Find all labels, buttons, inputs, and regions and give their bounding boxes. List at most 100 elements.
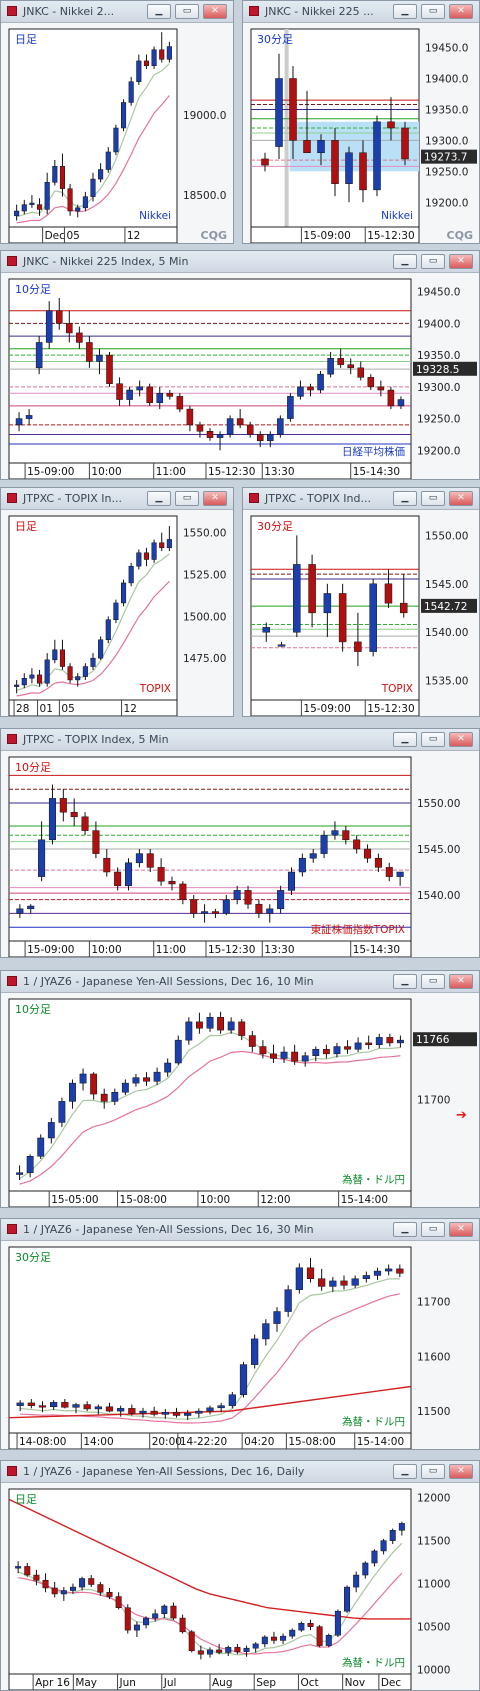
candle-body: [287, 396, 294, 419]
price-chart[interactable]: 19200.0 19250.0 19300.0 19350.0 19400.0 19450…: [243, 23, 480, 244]
last-price-label: 11766: [416, 1034, 450, 1046]
restore-icon[interactable]: ▭: [421, 254, 445, 269]
price-chart[interactable]: 11700 11766 15-05:00 15-08:00 10:00 12:00 15-1…: [1, 993, 480, 1208]
title-bar[interactable]: JTPXC - TOPIX In... ▁ ▭ ✕: [1, 488, 233, 510]
x-tick-label: Apr 16: [35, 1677, 70, 1689]
candle-body: [37, 1137, 45, 1157]
chart-window[interactable]: JTPXC - TOPIX In... ▁ ▭ ✕ 1475.00 1500.00 1525…: [0, 487, 234, 717]
candle-body: [61, 1402, 69, 1408]
minimize-icon[interactable]: ▁: [147, 4, 171, 19]
restore-icon[interactable]: ▭: [175, 4, 199, 19]
candle-body: [190, 899, 198, 914]
restore-icon[interactable]: ▭: [421, 491, 445, 506]
title-bar[interactable]: JTPXC - TOPIX Ind... ▁ ▭ ✕: [243, 488, 479, 510]
price-chart[interactable]: 19200.0 19250.0 19300.0 19350.0 19400.0 19450…: [1, 273, 480, 480]
candle-body: [72, 1404, 80, 1408]
candle-body: [344, 1586, 351, 1612]
minimize-icon[interactable]: ▁: [393, 254, 417, 269]
price-chart[interactable]: 18500.0 19000.0 Dec 05 12 日足 Nikkei CQG: [1, 23, 234, 244]
minimize-icon[interactable]: ▁: [393, 974, 417, 989]
candle-body: [353, 1574, 360, 1588]
minimize-icon[interactable]: ▁: [393, 4, 417, 19]
chart-window[interactable]: JTPXC - TOPIX Ind... ▁ ▭ ✕ 1535.00 1540.00 154…: [242, 487, 480, 717]
x-tick-label: Aug: [212, 1677, 233, 1689]
candle-body: [306, 1267, 315, 1279]
title-bar[interactable]: 1 / JYAZ6 - Japanese Yen-All Sessions, D…: [1, 1461, 479, 1483]
candle-body: [27, 905, 35, 910]
candle-body: [389, 1530, 396, 1541]
candle-body: [323, 593, 332, 614]
x-tick-label: Dec: [381, 1677, 402, 1689]
close-icon[interactable]: ✕: [203, 491, 227, 506]
close-icon[interactable]: ✕: [449, 4, 473, 19]
candle-body: [273, 1311, 281, 1324]
candle-body: [16, 908, 24, 914]
y-tick-label: 1535.00: [425, 676, 468, 688]
candle-body: [387, 121, 395, 129]
close-icon[interactable]: ✕: [449, 1222, 473, 1237]
last-price-box: [413, 361, 477, 376]
close-icon[interactable]: ✕: [449, 491, 473, 506]
chart-window[interactable]: 1 / JYAZ6 - Japanese Yen-All Sessions, D…: [0, 1460, 480, 1691]
chart-window[interactable]: JTPXC - TOPIX Index, 5 Min ▁ ▭ ✕ 1540.00 1545…: [0, 728, 480, 958]
y-tick-label: 19350.0: [417, 350, 460, 362]
price-chart[interactable]: 11500 11600 11700 14-08:00 14:00 20:0014-22:2…: [1, 1241, 480, 1450]
title-bar[interactable]: 1 / JYAZ6 - Japanese Yen-All Sessions, D…: [1, 971, 479, 993]
title-bar[interactable]: JNKC - Nikkei 225 Index, 5 Min ▁ ▭ ✕: [1, 251, 479, 273]
close-icon[interactable]: ✕: [203, 4, 227, 19]
price-chart[interactable]: 1540.00 1545.00 1550.00 15-09:00 10:00 11:00 1…: [1, 751, 480, 958]
candle-body: [270, 1636, 277, 1641]
restore-icon[interactable]: ▭: [421, 4, 445, 19]
title-bar[interactable]: JNKC - Nikkei 225 ... ▁ ▭ ✕: [243, 1, 479, 23]
candle-body: [354, 1042, 362, 1050]
candle-body: [66, 323, 73, 334]
plot-area[interactable]: [250, 515, 420, 701]
candle-body: [113, 127, 119, 153]
restore-icon[interactable]: ▭: [421, 1464, 445, 1479]
candle-body: [59, 649, 65, 667]
candle-body: [48, 798, 56, 841]
period-label: 日足: [15, 33, 37, 46]
title-bar[interactable]: JTPXC - TOPIX Index, 5 Min ▁ ▭ ✕: [1, 729, 479, 751]
restore-icon[interactable]: ▭: [421, 974, 445, 989]
y-tick-label: 18500.0: [183, 190, 226, 202]
minimize-icon[interactable]: ▁: [393, 732, 417, 747]
plot-area[interactable]: [8, 1488, 412, 1675]
chart-window[interactable]: 1 / JYAZ6 - Japanese Yen-All Sessions, D…: [0, 1218, 480, 1450]
price-chart[interactable]: 10000 10500 11000 11500 12000 Apr 16 May Jun Jul…: [1, 1483, 480, 1691]
candle-body: [312, 1049, 320, 1056]
candle-body: [21, 678, 27, 686]
minimize-icon[interactable]: ▁: [393, 1464, 417, 1479]
period-label: 日足: [15, 520, 37, 533]
candle-body: [75, 207, 81, 212]
minimize-icon[interactable]: ▁: [393, 1222, 417, 1237]
chart-window[interactable]: JNKC - Nikkei 225 ... ▁ ▭ ✕ 19200.0 19250.0 19…: [242, 0, 480, 244]
x-axis: [8, 462, 412, 479]
title-bar[interactable]: JNKC - Nikkei 2... ▁ ▭ ✕: [1, 1, 233, 23]
y-tick-label: 1545.00: [417, 844, 460, 856]
cqg-logo: CQG: [447, 229, 473, 242]
price-chart[interactable]: 1535.00 1540.00 1545.00 1550.00 1542.72 15-09…: [243, 510, 480, 717]
title-bar[interactable]: 1 / JYAZ6 - Japanese Yen-All Sessions, D…: [1, 1219, 479, 1241]
restore-icon[interactable]: ▭: [421, 1222, 445, 1237]
candle-body: [345, 152, 353, 184]
x-tick-label: 10:00: [200, 1194, 230, 1206]
chart-window[interactable]: JNKC - Nikkei 2... ▁ ▭ ✕ 18500.0 19000.0 Dec 05…: [0, 0, 234, 244]
candle-body: [128, 81, 134, 103]
candle-body: [157, 867, 165, 882]
minimize-icon[interactable]: ▁: [393, 491, 417, 506]
chart-window[interactable]: 1 / JYAZ6 - Japanese Yen-All Sessions, D…: [0, 970, 480, 1208]
restore-icon[interactable]: ▭: [421, 732, 445, 747]
plot-area[interactable]: [8, 1246, 412, 1434]
candle-body: [248, 1035, 256, 1047]
arrow-right-icon[interactable]: ➔: [456, 1108, 467, 1123]
restore-icon[interactable]: ▭: [175, 491, 199, 506]
chart-window[interactable]: JNKC - Nikkei 225 Index, 5 Min ▁ ▭ ✕ 19200.0…: [0, 250, 480, 480]
minimize-icon[interactable]: ▁: [147, 491, 171, 506]
close-icon[interactable]: ✕: [449, 974, 473, 989]
price-chart[interactable]: 1475.00 1500.00 1525.00 1550.00 28 01 05 12 日足 TO…: [1, 510, 234, 717]
candle-body: [216, 1649, 223, 1653]
close-icon[interactable]: ✕: [449, 254, 473, 269]
close-icon[interactable]: ✕: [449, 1464, 473, 1479]
close-icon[interactable]: ✕: [449, 732, 473, 747]
